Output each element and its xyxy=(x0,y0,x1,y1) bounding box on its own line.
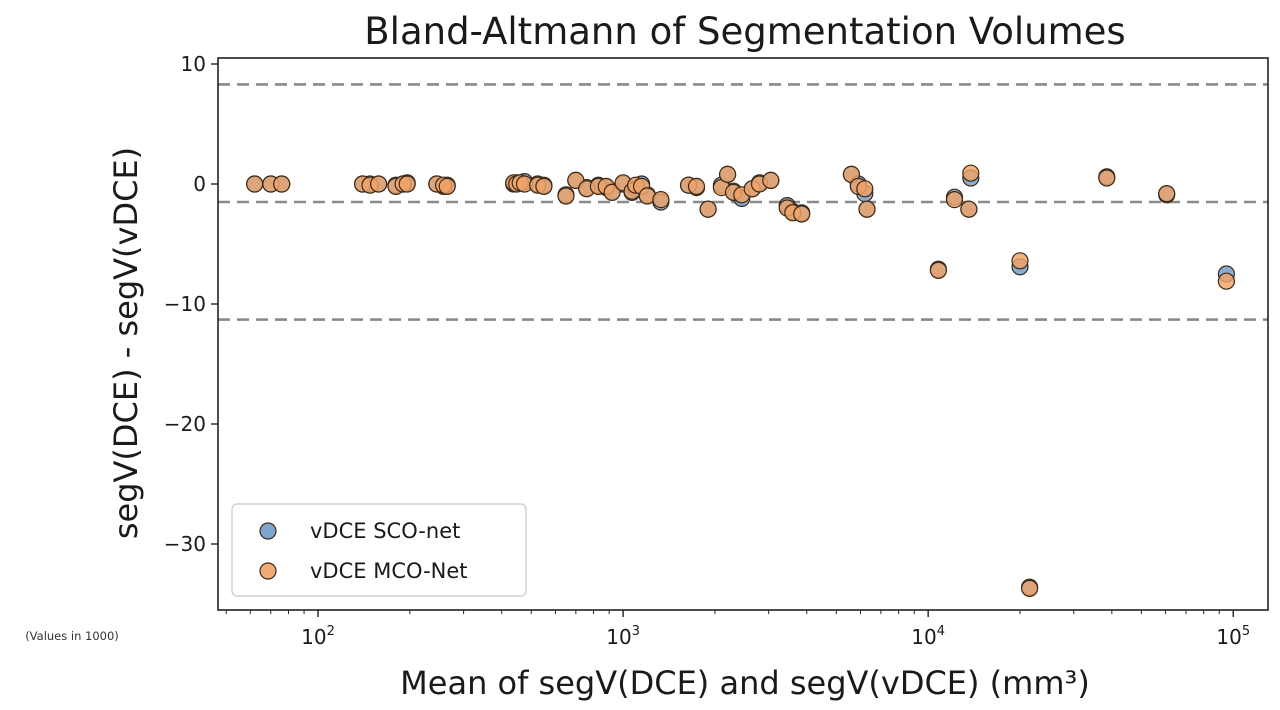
y-axis-label: segV(DCE) - segV(vDCE) xyxy=(107,147,145,539)
point-series1-47 xyxy=(929,261,948,279)
point-series1-45 xyxy=(856,180,874,198)
legend-label-mco: vDCE MCO-Net xyxy=(310,559,468,583)
point-series1-17 xyxy=(535,177,553,195)
point-series1-34 xyxy=(718,165,737,183)
y-tick-label-1: 0 xyxy=(193,172,206,196)
legend: vDCE SCO-net vDCE MCO-Net xyxy=(231,503,527,597)
point-series1-2 xyxy=(273,175,291,193)
y-tick-label-4: −30 xyxy=(164,532,206,556)
plot-area-frame xyxy=(217,57,1269,611)
x-tick-label-3: 105 xyxy=(1216,624,1250,649)
point-series1-0 xyxy=(246,175,264,193)
y-tick-label-2: −10 xyxy=(164,292,206,316)
point-series1-8 xyxy=(398,175,416,193)
point-series1-48 xyxy=(945,191,964,209)
legend-marker-mco xyxy=(259,562,277,580)
point-series1-42 xyxy=(793,205,811,223)
x-axis-ticks: 102 103 104 105 xyxy=(225,610,1250,649)
point-series1-51 xyxy=(1011,252,1029,270)
point-series1-54 xyxy=(1158,185,1176,203)
point-series1-50 xyxy=(962,164,980,182)
point-series1-32 xyxy=(699,200,717,218)
point-series1-18 xyxy=(557,187,575,205)
point-series1-5 xyxy=(370,175,388,193)
legend-marker-sco xyxy=(259,522,277,540)
point-series1-11 xyxy=(438,177,456,195)
data-points xyxy=(246,164,1236,598)
point-series1-52 xyxy=(1020,579,1039,598)
legend-label-sco: vDCE SCO-net xyxy=(310,519,460,543)
y-tick-label-0: 10 xyxy=(181,52,206,76)
y-tick-label-3: −20 xyxy=(164,412,206,436)
point-series1-53 xyxy=(1098,169,1116,187)
chart-title: Bland-Altmann of Segmentation Volumes xyxy=(364,10,1125,53)
point-series1-39 xyxy=(762,171,780,189)
values-unit-note: (Values in 1000) xyxy=(25,629,119,643)
point-series1-46 xyxy=(858,200,876,218)
legend-box xyxy=(231,503,527,597)
x-tick-label-0: 102 xyxy=(301,624,335,649)
point-series1-23 xyxy=(603,183,621,201)
x-tick-label-1: 103 xyxy=(606,624,640,649)
x-axis-label: Mean of segV(DCE) and segV(vDCE) (mm³) xyxy=(400,664,1090,702)
point-series1-31 xyxy=(687,177,706,195)
point-series1-55 xyxy=(1217,272,1236,290)
y-axis-ticks: 10 0 −10 −20 −30 xyxy=(164,52,218,556)
point-series1-29 xyxy=(652,191,670,209)
point-series1-49 xyxy=(960,200,978,218)
x-tick-label-2: 104 xyxy=(911,624,945,649)
